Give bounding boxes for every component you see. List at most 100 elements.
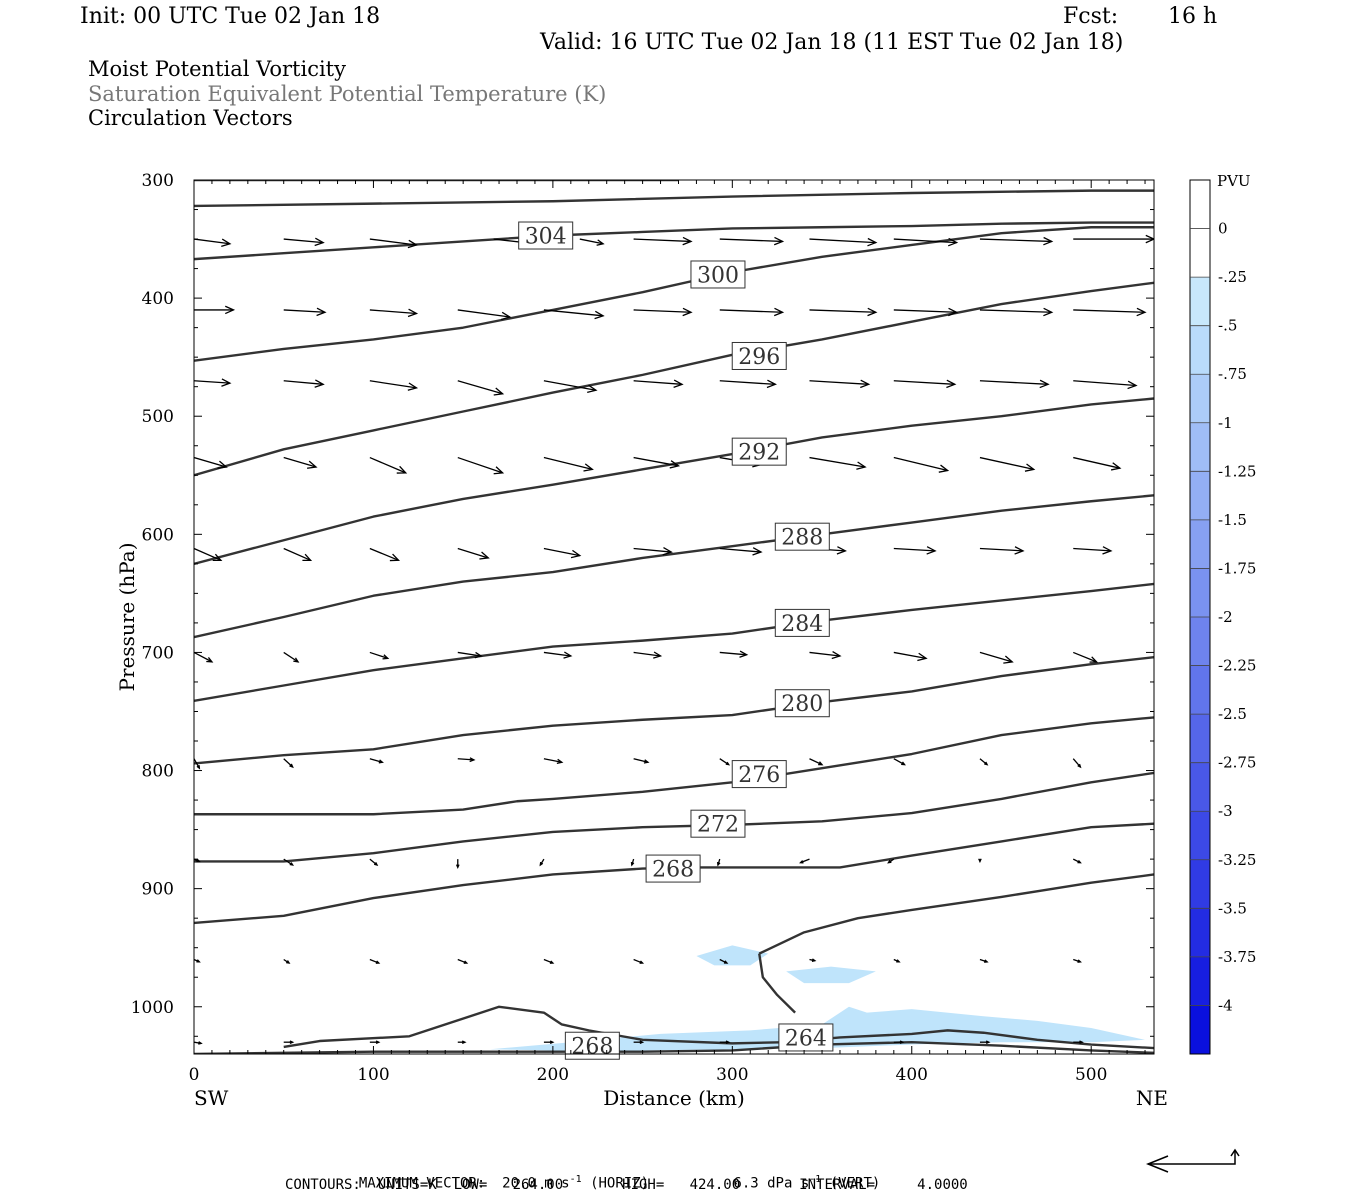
colorbar-cell (1190, 762, 1210, 812)
circulation-vector (893, 546, 937, 555)
y-tick-label-300: 300 (142, 171, 174, 191)
vert-unit-exponent: -1 (809, 1174, 822, 1185)
colorbar-cell (1190, 714, 1210, 764)
theta-contour-276 (194, 716, 1154, 816)
theta-contour-284 (194, 582, 1154, 703)
x-axis-title: Distance (km) (603, 1086, 745, 1110)
circulation-vector (1072, 858, 1082, 864)
max-vector-vert: 6.3 dPa s (733, 1175, 810, 1192)
circulation-vector (716, 858, 721, 867)
contour-label-300: 300 (697, 263, 739, 288)
colorbar-label: -1.75 (1218, 559, 1256, 577)
reference-vector-icon (1145, 1148, 1240, 1173)
x-tick-label-200: 200 (537, 1065, 569, 1085)
axis-layer: 300 400 500 600 700 800 900 1000 0 100 200 300 400 50… (131, 171, 1154, 1085)
contour-label-box (645, 854, 701, 883)
circulation-vector (809, 456, 867, 470)
circulation-vector (978, 858, 982, 864)
theta-contour-268 (194, 1040, 1154, 1054)
theta-contour-300 (194, 226, 1154, 362)
circulation-vector (633, 547, 673, 556)
contours-info: CONTOURS: UNITS=K LOW= 264.00 HIGH= 424.… (285, 1177, 968, 1193)
circulation-vector (457, 958, 469, 964)
circulation-vector (633, 958, 645, 964)
colorbar-cell (1190, 811, 1210, 861)
contour-label-box (774, 608, 830, 637)
circulation-vector (719, 650, 749, 658)
colorbar-label: -2 (1218, 608, 1233, 626)
x-tick-label-100: 100 (357, 1065, 389, 1085)
colorbar-label: -2.75 (1218, 754, 1256, 772)
vert-tag: (VERT) (829, 1175, 881, 1192)
horiz-unit-exponent: -1 (569, 1174, 582, 1185)
contour-label-296: 296 (738, 345, 780, 370)
y-tick-label-900: 900 (142, 880, 174, 900)
theta-contour-288 (194, 494, 1154, 639)
circulation-vector (194, 1041, 203, 1045)
x-tick-label-500: 500 (1075, 1065, 1107, 1085)
field-title-theta: Saturation Equivalent Potential Temperat… (88, 82, 607, 106)
colorbar-label: -2.5 (1218, 705, 1247, 723)
circulation-vector (979, 379, 1050, 389)
colorbar-label: -2.25 (1218, 657, 1256, 675)
colorbar-cell (1190, 374, 1210, 424)
circulation-vector (369, 1040, 381, 1045)
circulation-vector (283, 307, 327, 317)
colorbar-label: -3 (1218, 802, 1233, 820)
field-title-mpv: Moist Potential Vorticity (88, 57, 346, 81)
theta-contour-304 (194, 221, 1154, 261)
circulation-vector (1073, 234, 1154, 244)
colorbar-cell (1190, 519, 1210, 569)
circulation-vector (543, 758, 564, 765)
circulation-vector (194, 305, 236, 315)
circulation-vector (543, 651, 573, 659)
y-tick-label-800: 800 (142, 762, 174, 782)
colorbar-label: -.75 (1218, 365, 1247, 383)
theta-contour-292 (194, 397, 1154, 566)
circulation-vector (633, 651, 663, 659)
colorbar-label: -.5 (1218, 317, 1237, 335)
contour-label-292: 292 (738, 441, 780, 466)
contour-label-box (774, 522, 830, 551)
circulation-vector (893, 237, 959, 247)
contour-label-box (518, 221, 574, 250)
circulation-vector (455, 859, 460, 869)
circulation-vector (633, 379, 684, 388)
colorbar-cell (1190, 228, 1210, 278)
max-vector-label: MAXIMUM VECTOR: (358, 1175, 486, 1192)
circulation-vector (979, 236, 1054, 246)
circulation-vector (369, 651, 390, 660)
circulation-vector (887, 858, 895, 864)
circulation-vector (369, 858, 379, 867)
colorbar-label: 0 (1218, 220, 1228, 238)
colorbar-cell (1190, 277, 1210, 327)
circulation-vector (283, 456, 318, 469)
colorbar-cell (1190, 180, 1210, 230)
circulation-vector (457, 757, 476, 763)
circulation-vector (1073, 546, 1113, 555)
colorbar: 0 -.25 -.5 -.75 -1 -1.25 -1.5 -1.75 -2 -2.25 -2.5 -… (1189, 179, 1256, 1055)
colorbar-label: -1.25 (1218, 462, 1256, 480)
circulation-vector (719, 1040, 731, 1045)
circulation-vector (1072, 758, 1082, 769)
colorbar-cell (1190, 471, 1210, 521)
theta-contour-280 (194, 655, 1154, 765)
circulation-vector (893, 958, 901, 963)
circulation-vector (809, 379, 871, 389)
circulation-vector (893, 651, 928, 662)
circulation-vector (809, 651, 842, 660)
contour-label-288: 288 (781, 526, 823, 551)
x-end-label-right: NE (1136, 1086, 1168, 1110)
circulation-vector (543, 958, 555, 964)
circulation-vector (194, 958, 201, 963)
contour-label-280: 280 (781, 692, 823, 717)
circulation-vector (194, 547, 223, 562)
theta-contour-unlabeled-14 (758, 953, 796, 1014)
vector-layer (194, 234, 1154, 1045)
contour-label-box (778, 1023, 834, 1052)
y-tick-label-600: 600 (142, 525, 174, 545)
valid-time: Valid: 16 UTC Tue 02 Jan 18 (11 EST Tue … (540, 30, 1124, 55)
circulation-vector (457, 309, 512, 321)
horiz-tag: (HORIZ) (590, 1175, 650, 1192)
circulation-vector (457, 1040, 467, 1045)
